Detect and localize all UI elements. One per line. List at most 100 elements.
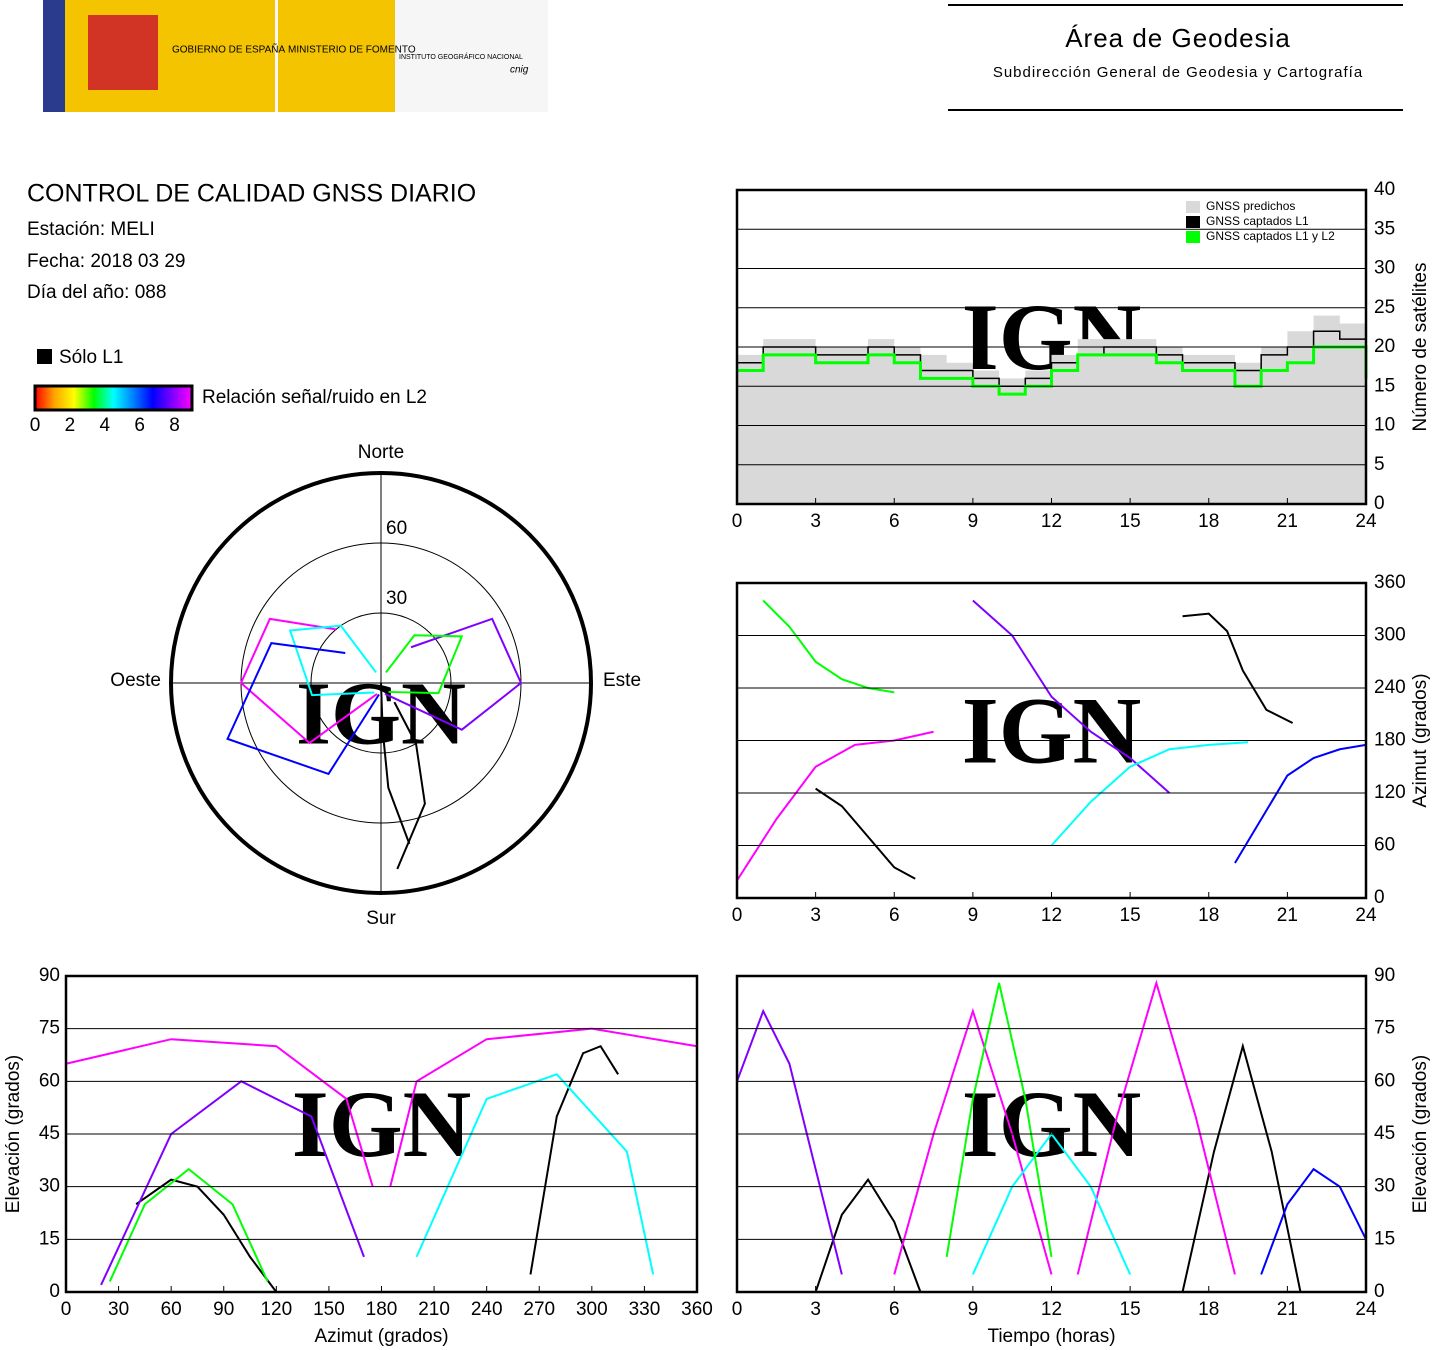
colorbar-tick-label: 0 — [30, 415, 41, 436]
x-tick-label: 180 — [366, 1299, 398, 1320]
x-tick-label: 240 — [471, 1299, 503, 1320]
x-tick-label: 21 — [1277, 905, 1298, 926]
track — [288, 624, 377, 697]
y-tick-label: 10 — [1374, 415, 1395, 436]
y-tick-label: 60 — [39, 1070, 60, 1091]
y-tick-label: 360 — [1374, 572, 1406, 593]
x-tick-label: 12 — [1041, 511, 1062, 532]
x-tick-label: 18 — [1198, 511, 1219, 532]
x-tick-label: 3 — [810, 905, 821, 926]
plot-frame — [735, 188, 1368, 506]
track — [415, 1073, 655, 1275]
y-axis-label: Número de satélites — [1410, 263, 1431, 432]
track — [384, 617, 523, 731]
date: Fecha: 2018 03 29 — [27, 251, 185, 272]
track — [1182, 612, 1294, 724]
track — [380, 682, 411, 845]
x-axis-label: Tiempo (horas) — [987, 1326, 1115, 1347]
ministry-text: MINISTERIO DE FOMENTO — [288, 45, 416, 56]
track — [1260, 1167, 1367, 1275]
x-tick-label: 0 — [732, 905, 743, 926]
y-tick-label: 120 — [1374, 782, 1406, 803]
track — [393, 701, 426, 870]
y-tick-label: 240 — [1374, 677, 1406, 698]
colorbar — [33, 384, 194, 412]
l1-swatch — [37, 349, 52, 364]
x-tick-label: 9 — [968, 511, 979, 532]
y-tick-label: 60 — [1374, 1070, 1395, 1091]
y-tick-label: 0 — [1374, 493, 1385, 514]
y-axis-label: Elevación (grados) — [3, 1055, 24, 1213]
gov-text: GOBIERNO DE ESPAÑA — [172, 43, 286, 56]
colorbar-tick-label: 8 — [169, 415, 180, 436]
l1-label: Sólo L1 — [59, 347, 123, 368]
watermark: IGN — [962, 1071, 1141, 1177]
track — [1076, 979, 1236, 1275]
y-tick-label: 30 — [1374, 258, 1395, 279]
x-tick-label: 15 — [1120, 1299, 1141, 1320]
x-tick-label: 21 — [1277, 511, 1298, 532]
y-axis-label: Elevación (grados) — [1410, 1055, 1431, 1213]
direction-label: Oeste — [110, 670, 161, 691]
x-tick-label: 300 — [576, 1299, 608, 1320]
legend-label: GNSS predichos — [1206, 199, 1295, 213]
x-tick-label: 24 — [1355, 511, 1377, 532]
direction-label: Este — [603, 670, 641, 691]
y-tick-label: 30 — [39, 1176, 60, 1197]
track — [893, 1007, 1053, 1275]
track — [762, 599, 895, 694]
x-axis-label: Azimut (grados) — [314, 1326, 448, 1347]
area-title: Área de Geodesia — [1065, 23, 1291, 53]
direction-label: Norte — [358, 442, 404, 463]
y-tick-label: 0 — [1374, 887, 1385, 908]
x-tick-label: 270 — [523, 1299, 555, 1320]
watermark: IGN — [962, 677, 1141, 783]
x-tick-label: 360 — [681, 1299, 713, 1320]
track — [815, 787, 916, 880]
track — [736, 1008, 843, 1275]
y-tick-label: 15 — [1374, 1228, 1395, 1249]
doy: Día del año: 088 — [27, 282, 166, 303]
track — [135, 1178, 278, 1293]
x-tick-label: 6 — [889, 905, 900, 926]
x-tick-label: 15 — [1120, 511, 1141, 532]
x-tick-label: 12 — [1041, 1299, 1062, 1320]
y-tick-label: 75 — [1374, 1018, 1395, 1039]
x-tick-label: 3 — [810, 1299, 821, 1320]
y-tick-label: 90 — [1374, 965, 1395, 986]
plot-frame — [735, 974, 1368, 1294]
legend-label: GNSS captados L1 — [1206, 214, 1309, 228]
institute-text: INSTITUTO GEOGRÁFICO NACIONAL — [399, 52, 523, 61]
y-tick-label: 40 — [1374, 179, 1395, 200]
legend-swatch — [1186, 216, 1200, 228]
eu-band — [43, 0, 65, 112]
track — [108, 1167, 269, 1282]
polar-frame — [169, 471, 593, 895]
ring-label: 30 — [386, 588, 407, 609]
x-tick-label: 60 — [161, 1299, 182, 1320]
x-tick-label: 18 — [1198, 905, 1219, 926]
x-tick-label: 24 — [1355, 905, 1377, 926]
colorbar-label: Relación señal/ruido en L2 — [202, 387, 427, 408]
legend-label: GNSS captados L1 y L2 — [1206, 229, 1335, 243]
y-axis-label: Azimut (grados) — [1410, 673, 1431, 807]
track — [389, 1027, 698, 1187]
y-tick-label: 25 — [1374, 297, 1395, 318]
y-tick-label: 15 — [1374, 375, 1395, 396]
x-tick-label: 6 — [889, 511, 900, 532]
x-tick-label: 9 — [968, 905, 979, 926]
track — [945, 982, 1053, 1258]
colorbar-tick-label: 2 — [65, 415, 76, 436]
ministry-band — [278, 0, 395, 112]
x-tick-label: 0 — [732, 511, 743, 532]
track — [226, 642, 380, 776]
watermark: IGN — [292, 1071, 471, 1177]
track — [1234, 743, 1367, 864]
track — [1181, 1042, 1302, 1293]
x-tick-label: 120 — [260, 1299, 292, 1320]
y-tick-label: 45 — [1374, 1123, 1395, 1144]
track — [385, 634, 464, 695]
y-tick-label: 5 — [1374, 454, 1385, 475]
x-tick-label: 30 — [108, 1299, 129, 1320]
coat-of-arms — [88, 15, 158, 90]
